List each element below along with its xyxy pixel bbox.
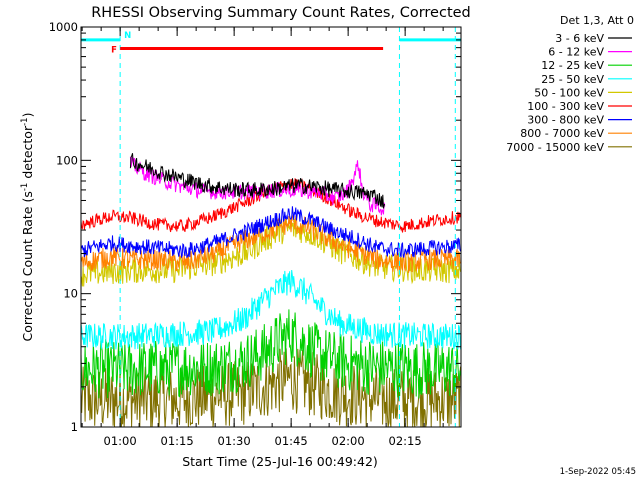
plot-frame <box>80 26 462 428</box>
x-tick-label: 01:15 <box>161 434 194 448</box>
x-axis-label: Start Time (25-Jul-16 00:49:42) <box>182 454 378 469</box>
legend-label-6-12-kev: 6 - 12 keV <box>548 46 604 59</box>
legend-label-12-25-kev: 12 - 25 keV <box>541 59 604 72</box>
footer-date: 1-Sep-2022 05:45 <box>560 467 636 477</box>
y-axis-label: Corrected Count Rate (s-1 detector-1) <box>20 113 35 342</box>
legend-label-300-800-kev: 300 - 800 keV <box>527 114 604 127</box>
y-tick-label: 1 <box>71 420 78 434</box>
series-line-12-25-kev <box>81 309 461 399</box>
legend-title: Det 1,3, Att 0 <box>560 14 634 27</box>
series-line-300-800-kev <box>81 206 461 259</box>
series-line-6-12-kev <box>129 156 386 216</box>
y-tick-label: 10 <box>63 287 78 301</box>
legend-label-100-300-kev: 100 - 300 keV <box>527 100 604 113</box>
legend-label-3-6-kev: 3 - 6 keV <box>555 32 604 45</box>
y-tick-label: 1000 <box>49 20 78 34</box>
series-line-3-6-kev <box>129 153 386 209</box>
x-tick-label: 01:00 <box>104 434 137 448</box>
legend-label-25-50-kev: 25 - 50 keV <box>541 73 604 86</box>
legend-label-50-100-kev: 50 - 100 keV <box>534 86 604 99</box>
flare-label: F <box>111 45 117 55</box>
legend-label-800-7000-kev: 800 - 7000 keV <box>520 127 604 140</box>
x-tick-label: 02:15 <box>389 434 422 448</box>
legend-label-7000-15000-kev: 7000 - 15000 keV <box>506 141 604 154</box>
chart-title: RHESSI Observing Summary Count Rates, Co… <box>91 5 471 21</box>
series-line-7000-15000-kev <box>81 348 461 427</box>
series-line-25-50-kev <box>81 269 461 350</box>
y-tick-label: 100 <box>56 153 78 167</box>
x-tick-label: 02:00 <box>332 434 365 448</box>
x-tick-label: 01:30 <box>218 434 251 448</box>
x-tick-label: 01:45 <box>275 434 308 448</box>
night-label: N <box>124 31 131 41</box>
